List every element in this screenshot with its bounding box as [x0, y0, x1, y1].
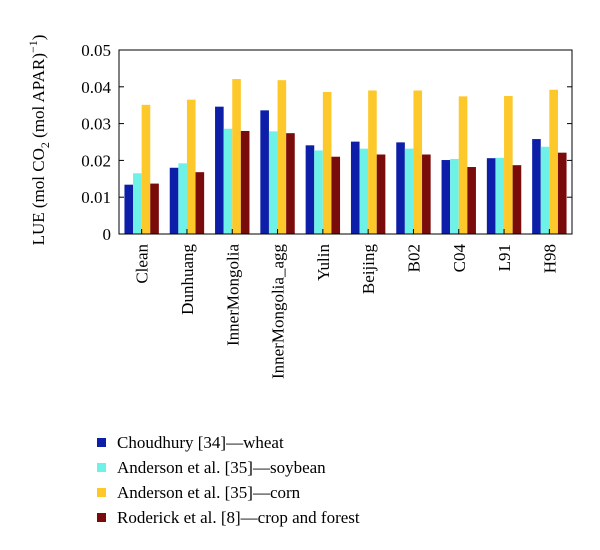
bars-group [124, 79, 567, 235]
y-tick-label: 0.05 [81, 41, 111, 60]
legend-swatch [97, 488, 106, 497]
bar-InnerMongolia_agg-series-4 [286, 133, 295, 234]
y-tick-label: 0.01 [81, 188, 111, 207]
bar-InnerMongolia-series-4 [240, 130, 250, 234]
bar-InnerMongolia_agg-series-3 [277, 80, 287, 235]
x-category-label: InnerMongolia [223, 244, 242, 346]
bar-B02-series-1 [396, 142, 405, 234]
bar-Clean-series-3 [141, 104, 151, 234]
bar-InnerMongolia_agg-series-1 [260, 110, 269, 234]
bar-Dunhuang-series-3 [186, 99, 196, 235]
bar-Yulin-series-3 [322, 91, 332, 234]
x-category-label: H98 [540, 244, 559, 273]
legend: Choudhury [34]—wheat Anderson et al. [35]… [97, 433, 360, 527]
x-category-labels: Clean Dunhuang InnerMongolia InnerMongolia_… [133, 229, 559, 380]
bar-InnerMongolia-series-1 [215, 106, 224, 234]
legend-entry-label: Anderson et al. [35]—corn [117, 483, 301, 502]
bar-Dunhuang-series-4 [195, 172, 205, 234]
x-category-label: C04 [450, 244, 469, 273]
bar-Clean-series-4 [150, 183, 159, 234]
x-category-label: Yulin [314, 244, 333, 281]
bar-C04-series-1 [441, 160, 451, 234]
legend-entry-label: Anderson et al. [35]—soybean [117, 458, 326, 477]
y-axis-label: LUE (mol CO2 (mol APAR)−1) [26, 35, 52, 246]
bar-Clean-series-2 [133, 173, 142, 234]
bar-InnerMongolia-series-3 [232, 79, 241, 234]
x-category-label: Dunhuang [178, 244, 197, 315]
bar-L91-series-4 [512, 165, 522, 234]
x-category-label: B02 [404, 244, 423, 272]
bar-B02-series-4 [422, 154, 431, 234]
bar-Yulin-series-1 [305, 145, 315, 234]
bar-H98-series-2 [540, 146, 550, 234]
plot-frame [118, 49, 573, 235]
bar-B02-series-3 [413, 90, 423, 234]
legend-swatch [97, 438, 106, 447]
bar-Beijing-series-1 [350, 141, 360, 234]
bar-Clean-series-1 [124, 184, 134, 234]
bar-H98-series-1 [532, 139, 541, 234]
bar-B02-series-2 [404, 148, 414, 234]
bar-H98-series-4 [557, 152, 567, 234]
legend-swatch [97, 513, 106, 522]
legend-entry-label: Choudhury [34]—wheat [117, 433, 284, 452]
bar-C04-series-2 [450, 158, 459, 234]
axes-group [118, 49, 573, 235]
y-tick-label: 0.02 [81, 151, 111, 170]
bar-Beijing-series-2 [359, 148, 369, 234]
bar-Yulin-series-4 [331, 156, 341, 234]
y-tick-label: 0 [103, 225, 112, 244]
bar-L91-series-1 [486, 158, 496, 234]
x-category-label: Beijing [359, 244, 378, 295]
bar-L91-series-2 [495, 157, 505, 234]
y-tick-label: 0.04 [81, 78, 111, 97]
bar-H98-series-3 [549, 89, 558, 235]
x-category-label: InnerMongolia_agg [269, 244, 288, 380]
bar-Beijing-series-3 [368, 90, 377, 234]
bar-Dunhuang-series-1 [169, 167, 179, 234]
bar-Beijing-series-4 [376, 154, 386, 234]
bar-C04-series-3 [458, 96, 468, 235]
y-ticks-group: 0 0.01 0.02 0.03 0.04 0.05 [81, 41, 572, 244]
bar-L91-series-3 [504, 96, 513, 234]
y-tick-label: 0.03 [81, 115, 111, 134]
bar-Dunhuang-series-2 [178, 163, 187, 234]
bar-InnerMongolia-series-2 [223, 128, 233, 234]
x-category-label: Clean [133, 244, 152, 284]
bar-C04-series-4 [467, 167, 476, 234]
x-category-label: L91 [495, 244, 514, 271]
legend-entry-label: Roderick et al. [8]—crop and forest [117, 508, 360, 527]
legend-swatch [97, 463, 106, 472]
bar-Yulin-series-2 [314, 150, 323, 234]
bar-InnerMongolia_agg-series-2 [268, 131, 278, 234]
